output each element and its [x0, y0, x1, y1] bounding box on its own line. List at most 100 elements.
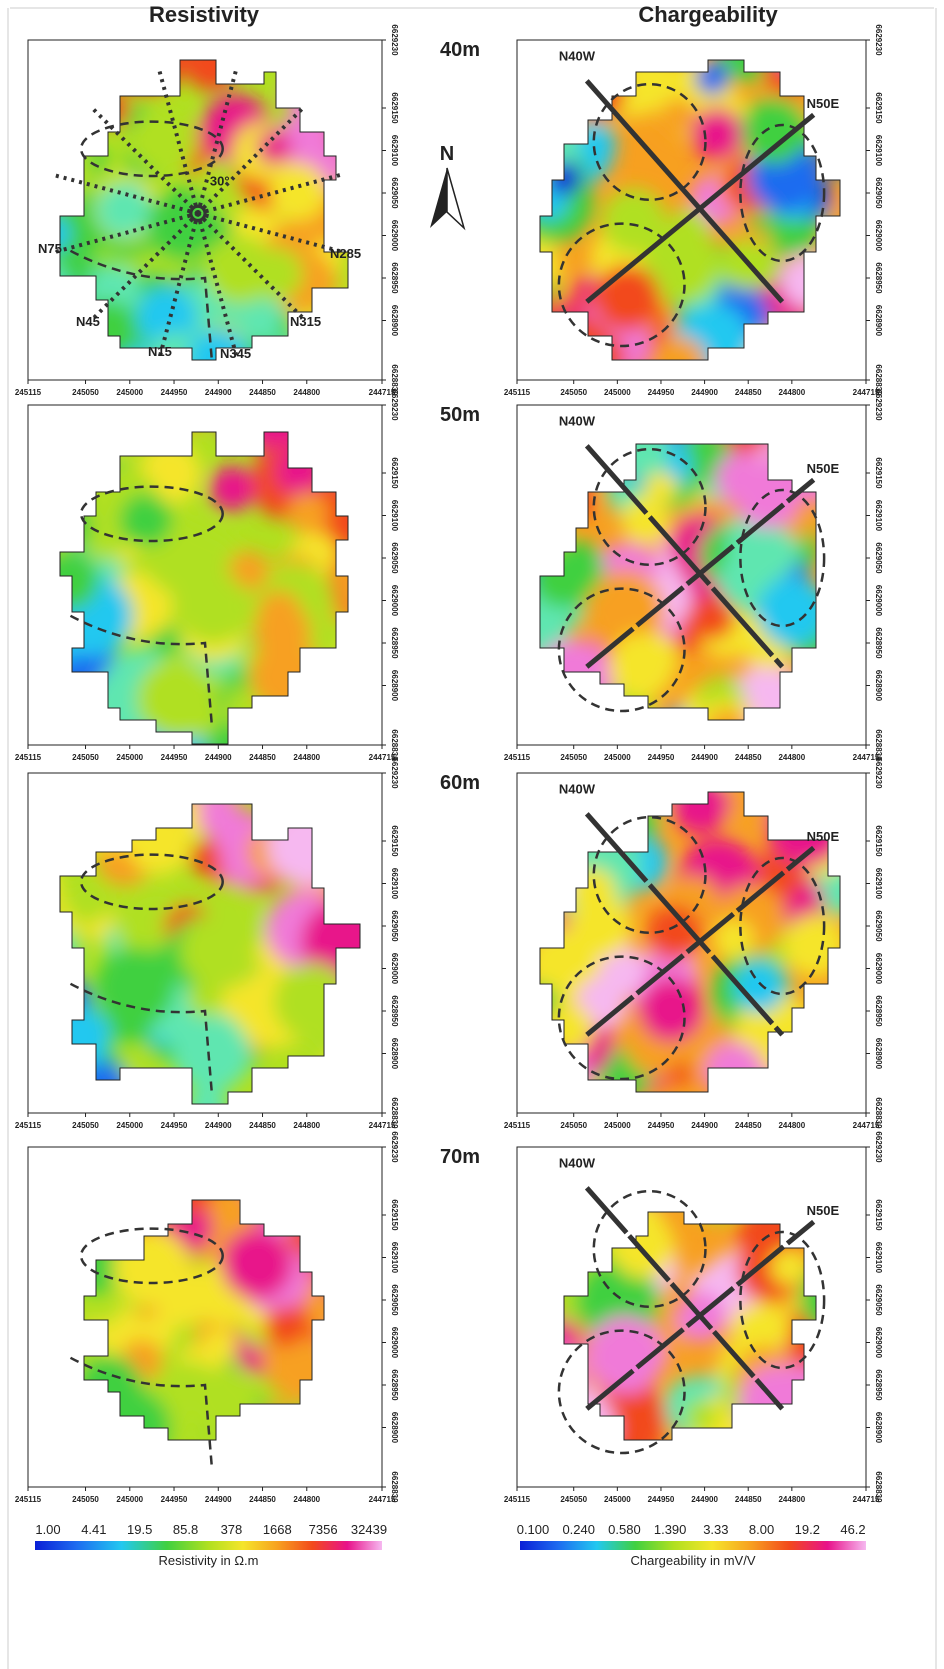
y-tick-label: 6628830 — [874, 729, 883, 761]
blob — [685, 1400, 718, 1433]
x-tick-label: 244950 — [161, 388, 188, 397]
y-tick-label: 6629050 — [874, 910, 883, 942]
y-tick-label: 6628900 — [874, 1038, 883, 1070]
profile-line — [156, 68, 200, 214]
map-frame — [27, 39, 383, 381]
y-tick-label: 6629100 — [874, 868, 883, 900]
blob — [644, 471, 678, 504]
dashed-zone — [69, 614, 214, 729]
lineament-label: N50E — [807, 1203, 840, 1218]
y-tick-label: 6629230 — [390, 24, 399, 56]
blob — [85, 526, 121, 562]
y-tick-label: 6629100 — [390, 868, 399, 900]
legend-label: 46.2 — [840, 1522, 865, 1537]
depth-label: 60m — [440, 772, 480, 794]
x-tick-label: 244715 — [853, 1495, 880, 1504]
x-tick-label: 244850 — [735, 1121, 762, 1130]
map-frame — [27, 404, 383, 746]
dashed-zone — [79, 485, 224, 543]
x-tick-label: 245050 — [560, 1121, 587, 1130]
dashed-zone — [79, 853, 224, 911]
blob — [201, 246, 238, 283]
profile-label: N15 — [148, 344, 172, 359]
blob — [740, 97, 808, 165]
x-tick-label: 245115 — [15, 1495, 42, 1504]
x-tick-label: 245000 — [604, 388, 631, 397]
legend-label: 0.240 — [562, 1522, 595, 1537]
blob — [647, 905, 703, 960]
map-outline — [539, 443, 817, 721]
y-tick-label: 6628900 — [390, 1038, 399, 1070]
dashed-zone — [557, 955, 686, 1081]
dashed-zone — [79, 1227, 224, 1285]
map-frame — [516, 404, 867, 746]
y-tick-label: 6629050 — [874, 177, 883, 209]
x-tick-label: 244800 — [778, 388, 805, 397]
profile-label: N345 — [220, 346, 251, 361]
x-tick-label: 245115 — [504, 753, 531, 762]
y-tick-label: 6628950 — [874, 995, 883, 1027]
y-tick-label: 6629100 — [874, 135, 883, 167]
x-tick-label: 244715 — [853, 753, 880, 762]
x-tick-label: 244950 — [161, 753, 188, 762]
lineament-label: N50E — [807, 829, 840, 844]
blob — [638, 977, 704, 1043]
x-tick-label: 244950 — [161, 1121, 188, 1130]
y-tick-label: 6629000 — [874, 1327, 883, 1359]
x-tick-label: 244900 — [691, 388, 718, 397]
lineament — [585, 1219, 816, 1411]
x-tick-label: 245115 — [504, 1495, 531, 1504]
x-tick-label: 245050 — [72, 388, 99, 397]
y-tick-label: 6629000 — [874, 220, 883, 252]
x-tick-label: 245000 — [604, 1495, 631, 1504]
x-tick-label: 244950 — [161, 1495, 188, 1504]
y-tick-label: 6629150 — [390, 92, 399, 124]
profile-label: N45 — [76, 314, 100, 329]
legend-label: 0.580 — [608, 1522, 641, 1537]
x-tick-label: 244900 — [205, 1495, 232, 1504]
y-tick-label: 6628950 — [874, 1369, 883, 1401]
y-tick-label: 6629100 — [390, 500, 399, 532]
y-tick-label: 6629230 — [390, 389, 399, 421]
x-tick-label: 244800 — [293, 1495, 320, 1504]
x-tick-label: 245050 — [72, 753, 99, 762]
profile-line — [196, 105, 306, 215]
map-outline — [83, 1199, 325, 1441]
blob — [650, 336, 707, 360]
x-tick-label: 244900 — [205, 753, 232, 762]
profile-line — [197, 172, 344, 216]
x-tick-label: 245050 — [72, 1121, 99, 1130]
profile-label: N75 — [38, 241, 62, 256]
profile-line — [195, 67, 239, 214]
x-tick-label: 245050 — [72, 1495, 99, 1504]
y-tick-label: 6628950 — [390, 262, 399, 294]
lineament-label: N50E — [807, 461, 840, 476]
profile-line — [52, 172, 199, 216]
blob — [661, 98, 697, 134]
x-tick-label: 244850 — [249, 753, 276, 762]
x-tick-label: 244850 — [735, 1495, 762, 1504]
blob — [757, 576, 816, 647]
lineament-label: N40W — [559, 781, 596, 796]
depth-label: 40m — [440, 39, 480, 61]
y-tick-label: 6629230 — [874, 757, 883, 789]
legend-label: 3.33 — [703, 1522, 728, 1537]
y-tick-label: 6628950 — [390, 995, 399, 1027]
y-tick-label: 6628830 — [874, 1097, 883, 1129]
y-tick-label: 6629100 — [874, 500, 883, 532]
blob — [119, 493, 173, 547]
y-tick-label: 6629150 — [390, 1199, 399, 1231]
y-tick-label: 6629050 — [874, 1284, 883, 1316]
x-tick-label: 245115 — [15, 1121, 42, 1130]
x-tick-label: 245115 — [504, 1121, 531, 1130]
blob — [256, 129, 292, 166]
x-tick-label: 245050 — [560, 753, 587, 762]
blob — [725, 444, 766, 456]
y-tick-label: 6628900 — [390, 305, 399, 337]
x-tick-label: 244850 — [249, 1495, 276, 1504]
blob — [136, 286, 198, 348]
blob — [185, 1087, 228, 1104]
blob — [739, 245, 782, 287]
map-outline — [59, 431, 349, 745]
column-title: Chargeability — [638, 2, 778, 27]
